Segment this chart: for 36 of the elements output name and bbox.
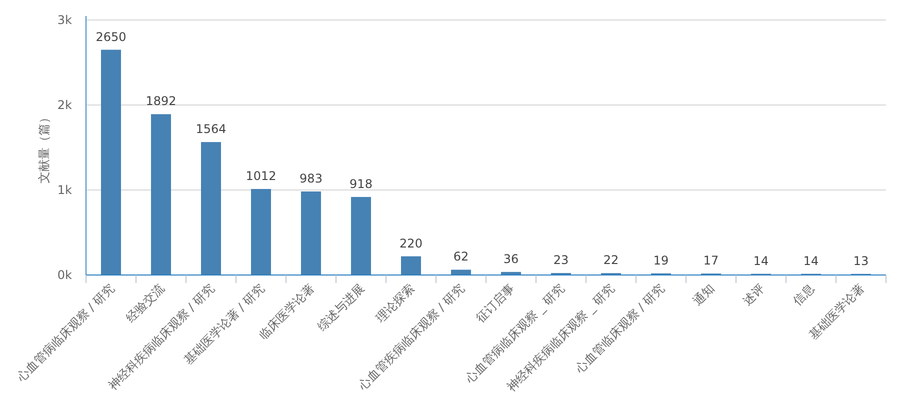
data-label: 983 — [300, 171, 322, 186]
data-label: 23 — [553, 253, 569, 268]
y-axis-title: 文献量（篇） — [37, 112, 51, 184]
data-label: 1012 — [246, 168, 276, 183]
y-tick-label: 3k — [57, 13, 72, 27]
data-label: 36 — [503, 252, 519, 266]
data-label: 2650 — [96, 30, 126, 44]
data-label: 22 — [603, 253, 619, 268]
data-label: 918 — [350, 176, 372, 191]
bar — [451, 270, 471, 275]
bar — [101, 50, 121, 275]
data-label: 17 — [703, 254, 719, 268]
y-tick-label: 0k — [57, 268, 72, 282]
data-label: 62 — [453, 250, 469, 264]
bar — [201, 142, 221, 275]
x-tick-label: 理论探索 — [373, 281, 418, 326]
x-tick-label: 综述与进展 — [314, 281, 368, 334]
x-tick-label: 经验交流 — [123, 281, 168, 326]
y-tick-label: 2k — [57, 98, 72, 112]
x-tick-label: 征订启事 — [473, 281, 518, 326]
data-label: 14 — [803, 254, 819, 268]
data-label: 13 — [853, 254, 869, 268]
data-label: 1892 — [146, 94, 176, 108]
x-tick-label: 述评 — [740, 281, 768, 308]
bar — [151, 114, 171, 275]
data-label: 14 — [753, 254, 769, 268]
data-label: 220 — [400, 236, 422, 250]
data-label: 1564 — [196, 122, 226, 136]
data-label: 19 — [653, 253, 669, 268]
bar — [251, 188, 271, 275]
bar — [351, 196, 371, 275]
x-tick-label: 信息 — [790, 281, 818, 308]
bar — [301, 191, 321, 275]
x-tick-label: 通知 — [690, 281, 718, 308]
y-tick-label: 1k — [57, 183, 72, 197]
bar — [401, 256, 421, 275]
